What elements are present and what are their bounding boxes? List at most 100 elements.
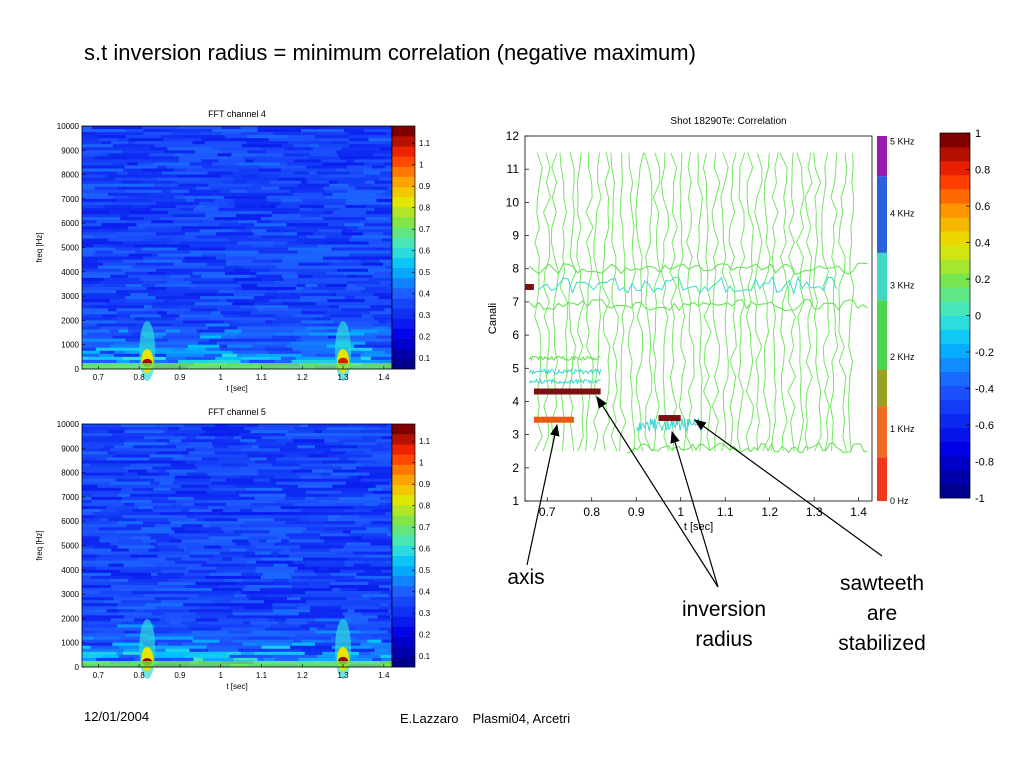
spectrogram-cell <box>98 527 142 531</box>
spectrogram-cell <box>223 597 249 601</box>
colorbar-tick-label: 0.4 <box>419 290 431 299</box>
spectrogram-cell <box>133 445 176 449</box>
spectrogram-cell <box>328 305 340 309</box>
spectrogram-cell <box>368 138 392 142</box>
spectrogram-cell <box>240 126 258 130</box>
spectrogram-cell <box>136 323 145 327</box>
spectrogram-cell <box>171 323 206 327</box>
spectrogram-cell <box>187 496 194 501</box>
spectrogram-cell <box>215 436 227 440</box>
spectrogram-cell <box>166 332 201 336</box>
spectrogram-cell <box>240 223 255 227</box>
spectrogram-cell <box>189 244 225 248</box>
spectrogram-cell <box>319 566 328 571</box>
spectrogram-cell <box>97 630 124 634</box>
colorbar-tick-label: 0.7 <box>419 523 431 532</box>
y-axis-label: freq [Hz] <box>35 530 44 560</box>
spectrogram-cell <box>370 311 381 315</box>
spectrogram-cell <box>239 466 269 470</box>
spectrogram-cell <box>266 195 299 200</box>
spectrogram-cell <box>177 235 196 239</box>
spectrogram-cell <box>82 484 98 489</box>
spectrogram-cell <box>294 569 314 574</box>
spectrogram-cell <box>199 594 235 598</box>
spectrogram-cell <box>168 359 179 364</box>
spectrogram-cell <box>372 323 392 327</box>
spectrogram-cell <box>96 457 107 461</box>
spectrogram-cell <box>365 204 380 209</box>
spectrogram-cell <box>113 454 133 458</box>
spectrogram-cell <box>204 208 219 212</box>
spectrogram-cell <box>220 147 262 151</box>
spectrogram-cell <box>247 442 270 446</box>
spectrogram-cell <box>82 597 114 601</box>
frequency-bar-segment <box>877 176 887 253</box>
spectrogram-cell <box>364 180 375 185</box>
spectrogram-cell <box>91 430 108 434</box>
spectrogram-cell <box>239 469 258 473</box>
spectrogram-cell <box>377 150 392 154</box>
spectrogram-cell <box>305 578 336 583</box>
spectrogram-cell <box>82 506 89 510</box>
colorbar-tick-label: 0.1 <box>419 354 431 363</box>
colorbar-swatch <box>392 565 415 577</box>
spectrogram-cell <box>172 141 193 145</box>
spectrogram-cell <box>222 180 232 185</box>
spectrogram-cell <box>244 563 274 568</box>
spectrogram-cell <box>130 536 151 540</box>
spectrogram-cell <box>232 609 274 613</box>
spectrogram-cell <box>389 481 392 486</box>
colorbar-tick-label: -0.2 <box>975 347 994 359</box>
spectrogram-cell <box>348 347 373 352</box>
spectrogram-cell <box>160 512 174 516</box>
footer-author: E.Lazzaro <box>400 711 459 726</box>
spectrogram-cell <box>104 445 114 449</box>
spectrogram-cell <box>189 609 233 613</box>
spectrogram-cell <box>303 557 349 561</box>
spectrogram-cell <box>118 612 153 616</box>
spectrogram-cell <box>143 256 185 260</box>
spectrogram-cell <box>329 584 369 589</box>
spectrogram-cell <box>114 177 158 181</box>
spectrogram-cell <box>297 445 315 449</box>
spectrogram-cell <box>284 496 306 501</box>
spectrogram-cell <box>108 147 151 151</box>
spectrogram-cell <box>154 460 186 464</box>
spectrogram-cell <box>92 493 119 498</box>
spectrogram-cell <box>144 174 178 178</box>
spectrogram-cell <box>323 186 356 191</box>
spectrogram-cell <box>82 308 108 312</box>
spectrogram-cell <box>272 320 301 324</box>
spectrogram-cell <box>98 265 132 270</box>
spectrogram-cell <box>226 214 236 218</box>
spectrogram-cell <box>360 302 392 306</box>
spectrogram-cell <box>387 648 392 653</box>
spectrogram-cell <box>363 350 385 355</box>
spectrogram-cell <box>224 329 242 333</box>
spectrogram-cell <box>348 183 371 188</box>
spectrogram-cell <box>204 545 222 549</box>
spectrogram-cell <box>190 308 218 312</box>
spectrogram-cell <box>237 241 273 245</box>
spectrogram-cell <box>184 195 224 200</box>
spectrogram-cell <box>360 524 392 528</box>
spectrogram-cell <box>291 469 313 473</box>
spectrogram-cell <box>185 436 197 440</box>
colorbar-swatch <box>392 267 415 279</box>
spectrogram-cell <box>236 633 253 637</box>
spectrogram-cell <box>156 451 189 455</box>
x-tick-label: 0.7 <box>93 671 105 680</box>
spectrogram-cell <box>325 168 337 172</box>
spectrogram-cell <box>309 606 342 610</box>
spectrogram-cell <box>273 484 299 489</box>
spectrogram-cell <box>319 472 332 476</box>
spectrogram-cell <box>388 359 392 364</box>
spectrogram-cell <box>275 314 293 318</box>
spectrogram-cell <box>242 286 256 291</box>
spectrogram-cell <box>315 618 352 622</box>
spectrogram-cell <box>362 463 392 467</box>
spectrogram-cell <box>82 657 97 662</box>
spectrogram-cell <box>309 153 338 157</box>
spectrogram-cell <box>177 174 221 178</box>
spectrogram-cell <box>219 651 227 656</box>
